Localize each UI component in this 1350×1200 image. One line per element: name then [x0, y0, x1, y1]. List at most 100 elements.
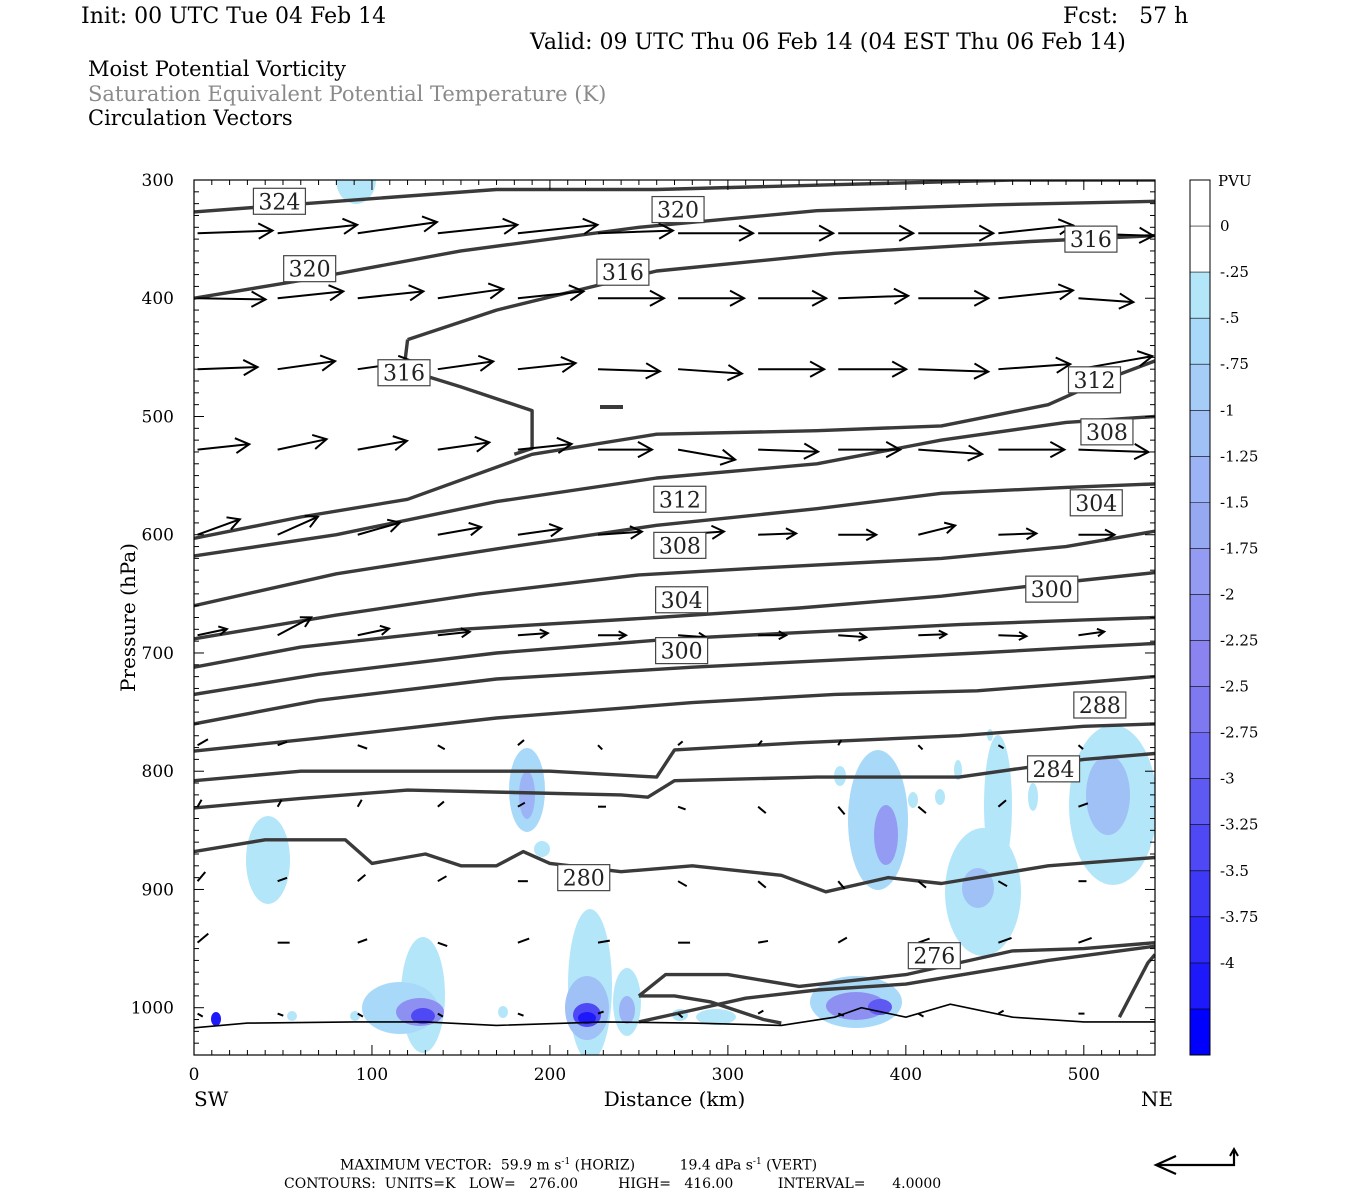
mpv-blob [519, 771, 535, 819]
vector-arrowhead [474, 435, 492, 453]
circulation-vector [757, 939, 769, 944]
field-title-vectors: Circulation Vectors [88, 106, 293, 130]
colorbar-swatch [1190, 778, 1210, 825]
reference-arrow-head [1153, 1154, 1177, 1176]
theta-es-contour [637, 941, 1155, 998]
vector-arrowhead [785, 527, 799, 541]
vector-arrowhead [726, 364, 744, 382]
colorbar-label: -2.5 [1220, 678, 1249, 696]
contour-label-box [1080, 418, 1134, 446]
circulation-vector [837, 936, 848, 944]
vector-arrowhead [421, 215, 440, 233]
theta-es-contour [638, 994, 782, 1025]
vector-arrowhead [1055, 356, 1073, 374]
circulation-vector [277, 1012, 284, 1017]
colorbar-swatch [1190, 870, 1210, 917]
plot-axes: 300 400 500 600 700 800 900 1000 0 100 200 300 400 50… [116, 171, 1173, 1111]
colorbar-swatch [1190, 640, 1210, 687]
mpv-blob [619, 996, 635, 1024]
contour-label-box [655, 586, 709, 614]
contour-label: 284 [1033, 758, 1075, 783]
vector-arrowhead [250, 290, 268, 308]
circulation-vector [357, 938, 368, 944]
circulation-vector [757, 805, 767, 814]
circulation-vector [437, 941, 448, 948]
circulation-vector [757, 880, 767, 889]
mpv-blob [1028, 783, 1038, 811]
circulation-vector [277, 290, 344, 300]
circulation-vector [918, 633, 947, 637]
circulation-vector [437, 630, 470, 637]
theta-es-contour [638, 944, 1155, 1024]
colorbar-swatch [1190, 686, 1210, 733]
vector-arrowhead [386, 518, 403, 533]
circulation-vector [517, 632, 548, 637]
vector-arrowhead [637, 441, 655, 459]
circulation-vector [757, 739, 763, 746]
mpv-blob [908, 792, 918, 808]
circulation-vector [437, 526, 482, 536]
theta-es-contour [194, 838, 1155, 894]
circulation-vector [357, 521, 401, 536]
colorbar-label: -3.75 [1220, 908, 1258, 926]
circulation-vector [758, 448, 819, 453]
circulation-vector [838, 294, 909, 300]
vector-arrowhead [1133, 443, 1151, 461]
circulation-vector [677, 740, 684, 746]
circulation-vector [677, 634, 707, 639]
theta-es-contour [402, 339, 534, 456]
x-tick-label: 500 [1068, 1065, 1100, 1085]
colorbar-label: -1 [1220, 401, 1235, 419]
y-tick-label: 900 [142, 880, 174, 900]
max-vector-horiz: MAXIMUM VECTOR: 59.9 m s [340, 1157, 562, 1174]
y-tick-label: 700 [142, 644, 174, 664]
circulation-vector [197, 229, 273, 235]
contour-label: 320 [289, 258, 331, 283]
vector-arrowhead [973, 362, 991, 380]
circulation-vector [917, 880, 927, 889]
colorbar-swatch [1190, 272, 1210, 319]
vector-arrowhead [645, 362, 663, 380]
circulation-vector [437, 800, 445, 808]
vector-arrowhead [891, 360, 909, 378]
contour-label-box [557, 864, 611, 892]
circulation-vector [917, 744, 924, 751]
circulation-vector [837, 880, 846, 890]
contour-label-box [1025, 575, 1079, 603]
vector-arrowhead [226, 516, 242, 531]
contour-label-box [1073, 691, 1127, 719]
vector-arrowhead [477, 354, 496, 372]
circulation-vector [277, 438, 327, 451]
circulation-vector [998, 363, 1071, 371]
colorbar-swatch [1190, 548, 1210, 595]
y-tick-label: 400 [142, 289, 174, 309]
y-tick-label: 500 [142, 407, 174, 427]
circulation-vector [838, 634, 867, 639]
colorbar-swatch [1190, 180, 1210, 227]
contour-label: 300 [661, 640, 703, 665]
colorbar-frame [1189, 179, 1211, 1056]
y-tick-label: 1000 [131, 999, 174, 1019]
colorbar-swatch [1190, 364, 1210, 411]
theta-es-contour [194, 751, 1155, 810]
vector-arrowhead [629, 525, 644, 540]
x-tick-label: 100 [356, 1065, 388, 1085]
colorbar-swatch [1190, 594, 1210, 641]
circulation-vector [197, 518, 241, 536]
circulation-vector [677, 805, 686, 811]
pv-colorbar: PVU 0 -.25 -.5 -.75 -1 -1.25 -1.5 -1.75 -2 -2.25 -2… [1189, 172, 1258, 1056]
vector-arrowhead [299, 616, 314, 628]
circulation-vector [357, 873, 367, 882]
contour-label: 316 [383, 362, 425, 387]
theta-es-contours [194, 180, 1155, 1029]
circulation-vector [517, 223, 598, 235]
vector-arrowhead [618, 630, 629, 641]
field-title-theta-es: Saturation Equivalent Potential Temperat… [88, 82, 607, 106]
circulation-vector [197, 443, 250, 451]
colorbar-swatch [1190, 226, 1210, 273]
vector-arrowhead [502, 217, 520, 235]
colorbar-label: -3 [1220, 770, 1235, 788]
circulation-vector [276, 799, 283, 808]
x-tick-label: 400 [890, 1065, 922, 1085]
colorbar-label: -3.25 [1220, 816, 1258, 834]
